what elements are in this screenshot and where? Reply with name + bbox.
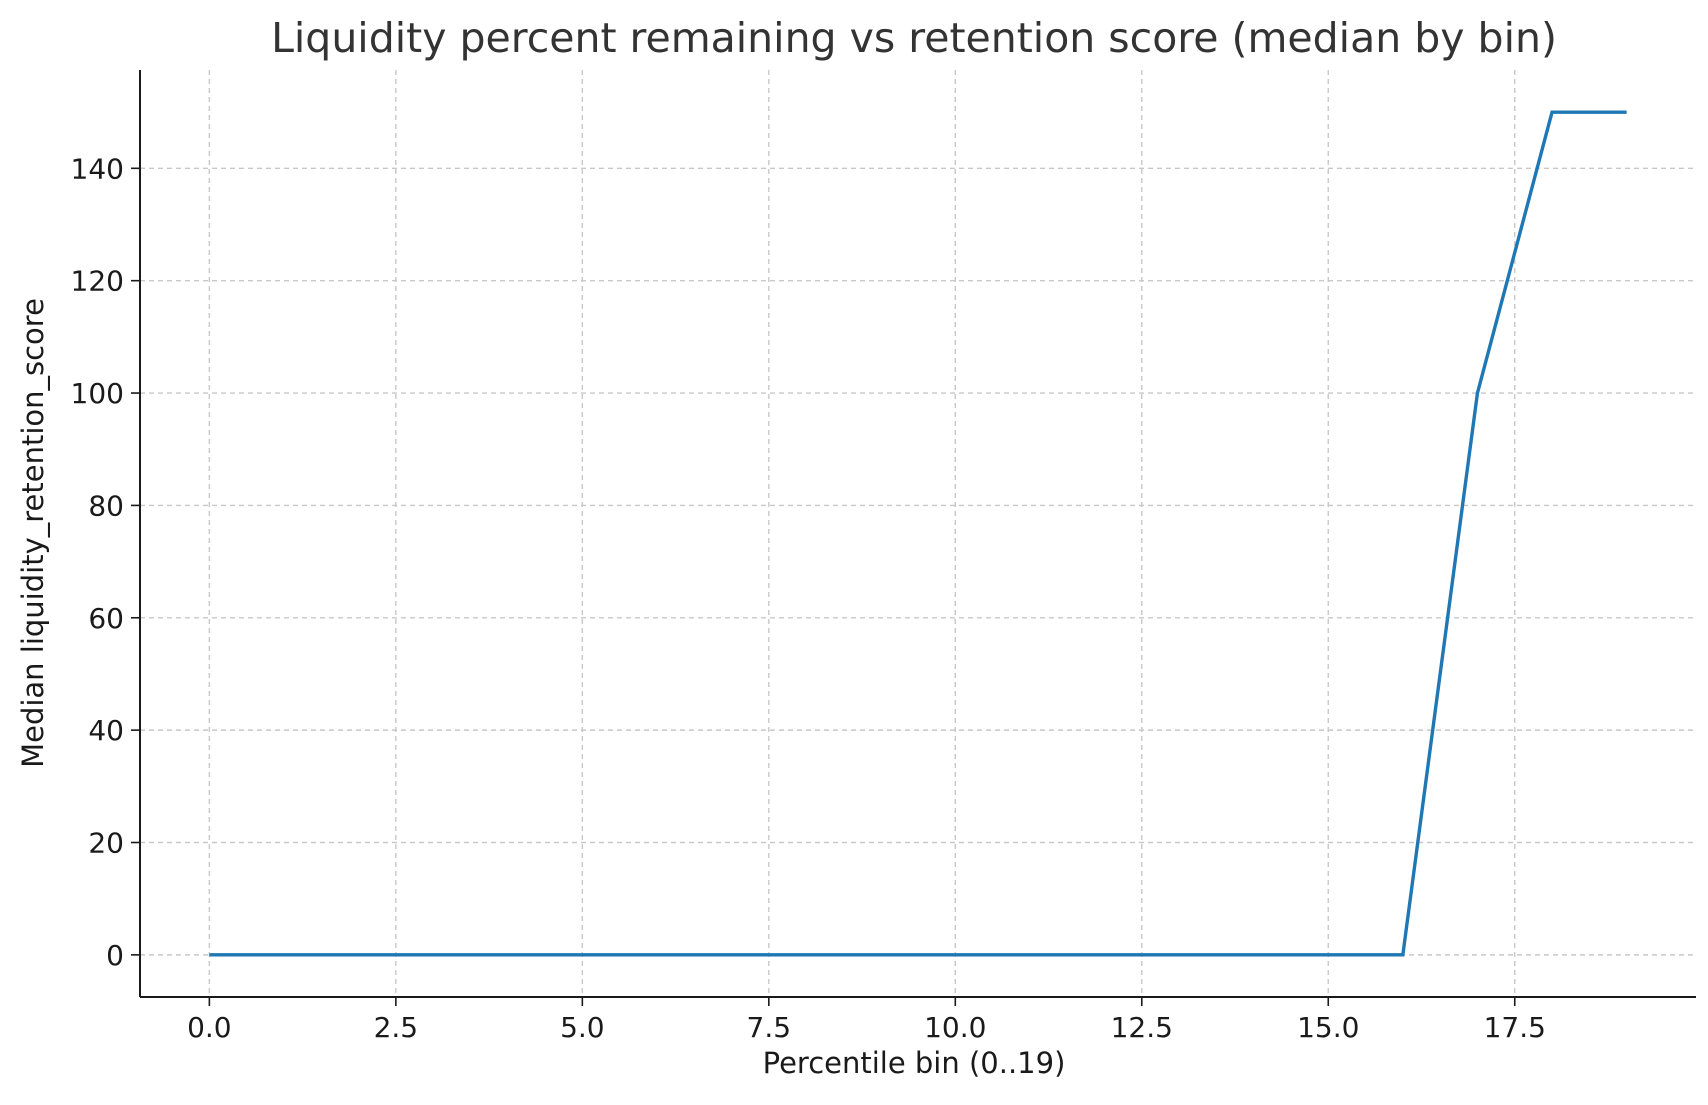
y-tick-label: 140 <box>71 152 124 185</box>
x-tick-label: 15.0 <box>1297 1011 1359 1044</box>
y-tick-label: 80 <box>88 489 124 522</box>
x-axis-label: Percentile bin (0..19) <box>763 1046 1066 1080</box>
series-line <box>209 110 1627 957</box>
y-tick-label: 0 <box>106 939 124 972</box>
y-tick-label: 20 <box>88 827 124 860</box>
x-tick-label: 10.0 <box>924 1011 986 1044</box>
y-axis-label: Median liquidity_retention_score <box>16 298 50 768</box>
axes <box>131 70 1696 1006</box>
y-tick-label: 100 <box>71 377 124 410</box>
series-layer <box>209 110 1627 957</box>
x-tick-label: 12.5 <box>1111 1011 1173 1044</box>
y-tick-label: 40 <box>88 714 124 747</box>
x-tick-label: 2.5 <box>374 1011 419 1044</box>
y-tick-label: 60 <box>88 602 124 635</box>
x-tick-label: 0.0 <box>187 1011 232 1044</box>
y-tick-label: 120 <box>71 265 124 298</box>
chart-title: Liquidity percent remaining vs retention… <box>271 14 1557 62</box>
x-tick-label: 5.0 <box>560 1011 605 1044</box>
tick-labels: 0.0 2.5 5.0 7.5 10.0 12.5 15.0 17.5 0 20 40 60 80 100… <box>71 152 1546 1044</box>
x-tick-label: 17.5 <box>1484 1011 1546 1044</box>
x-tick-label: 7.5 <box>747 1011 792 1044</box>
